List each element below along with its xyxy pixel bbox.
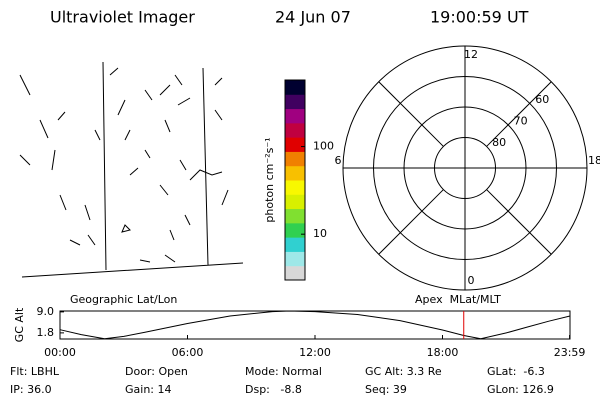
info-field: Mode: Normal [245, 365, 322, 378]
colorbar-segment [285, 137, 305, 152]
colorbar-segment [285, 151, 305, 167]
spoke [378, 189, 444, 255]
info-field: GLat: -6.3 [487, 365, 545, 378]
x-tick-label: 06:00 [172, 346, 204, 359]
info-field: Gain: 14 [125, 383, 172, 396]
x-tick-label: 23:59 [554, 346, 586, 359]
altitude-plot: 9.0 1.8 00:00 06:00 12:00 18:00 23:59 [37, 305, 586, 359]
date: 24 Jun 07 [275, 8, 351, 27]
hour-label: 6 [335, 154, 342, 167]
hour-label: 12 [464, 48, 478, 61]
spoke [486, 81, 552, 147]
info-field: Flt: LBHL [10, 365, 60, 378]
x-tick-label: 12:00 [299, 346, 331, 359]
left-label: Geographic Lat/Lon [70, 293, 177, 306]
colorbar-segment [285, 265, 305, 281]
colorbar-segment [285, 237, 305, 252]
colorbar-segment [285, 180, 305, 195]
colorbar-segment [285, 122, 305, 138]
y-axis-label: GC Alt [13, 307, 26, 342]
colorbar-tick-label: 100 [313, 140, 334, 153]
info-field: Dsp: -8.8 [245, 383, 302, 396]
info-field: Door: Open [125, 365, 188, 378]
colorbar-segment [285, 194, 305, 210]
spoke [378, 81, 444, 147]
colorbar-segment [285, 208, 305, 224]
info-field: Seq: 39 [365, 383, 407, 396]
colorbar-segment [285, 165, 305, 181]
info-field: IP: 36.0 [10, 383, 52, 396]
right-label: Apex MLat/MLT [415, 293, 501, 306]
colorbar-segment [285, 80, 305, 95]
time: 19:00:59 UT [430, 8, 529, 27]
colorbar-segment [285, 108, 305, 124]
title: Ultraviolet Imager [50, 8, 195, 27]
hour-label: 18 [588, 154, 600, 167]
footer: Flt: LBHL Door: Open Mode: Normal GC Alt: 3… [10, 365, 554, 396]
geographic-map [19, 61, 244, 278]
colorbar-label: photon cm⁻²s⁻¹ [263, 137, 276, 222]
ring-label: 60 [535, 93, 549, 106]
colorbar: 10 100 [284, 79, 334, 281]
latitude-ring [403, 106, 527, 230]
plot-frame [59, 310, 571, 340]
info-field: GLon: 126.9 [487, 383, 554, 396]
colorbar-segment [285, 251, 305, 267]
x-tick-label: 18:00 [427, 346, 459, 359]
colorbar-segment [285, 94, 305, 110]
x-tick-label: 00:00 [44, 346, 76, 359]
colorbar-frame [284, 79, 306, 281]
y-tick-label: 1.8 [37, 326, 55, 339]
spoke [486, 189, 552, 255]
latitude-ring [373, 76, 557, 260]
altitude-curve [59, 310, 571, 340]
colorbar-tick-label: 10 [313, 227, 327, 240]
latitude-ring [434, 137, 496, 199]
colorbar-segment [285, 222, 305, 238]
info-field: GC Alt: 3.3 Re [365, 365, 442, 378]
hour-label: 0 [468, 274, 475, 287]
ring-label: 70 [514, 114, 528, 127]
ring-label: 80 [492, 136, 506, 149]
y-tick-label: 9.0 [37, 305, 55, 318]
